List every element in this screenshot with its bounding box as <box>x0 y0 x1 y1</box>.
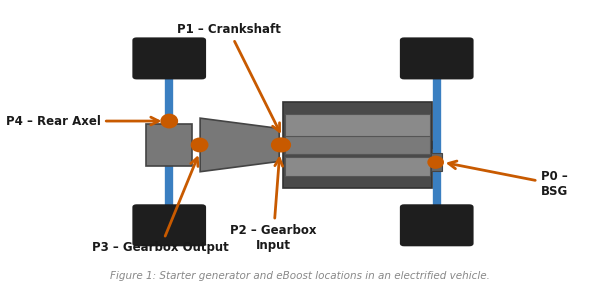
Ellipse shape <box>427 156 444 169</box>
Text: Figure 1: Starter generator and eBoost locations in an electrified vehicle.: Figure 1: Starter generator and eBoost l… <box>110 270 490 280</box>
FancyBboxPatch shape <box>146 124 193 166</box>
FancyBboxPatch shape <box>133 37 206 79</box>
Ellipse shape <box>273 138 291 152</box>
Text: P0 –
BSG: P0 – BSG <box>449 161 568 198</box>
Text: P1 – Crankshaft: P1 – Crankshaft <box>177 23 281 131</box>
FancyBboxPatch shape <box>133 204 206 246</box>
FancyBboxPatch shape <box>285 114 430 137</box>
Ellipse shape <box>271 138 289 152</box>
Text: P2 – Gearbox
Input: P2 – Gearbox Input <box>230 158 317 252</box>
Ellipse shape <box>160 113 178 128</box>
FancyBboxPatch shape <box>283 102 432 188</box>
Text: P3 – Gearbox Output: P3 – Gearbox Output <box>92 158 229 254</box>
FancyBboxPatch shape <box>400 204 473 246</box>
Polygon shape <box>200 118 279 172</box>
FancyBboxPatch shape <box>285 136 430 154</box>
FancyBboxPatch shape <box>431 153 442 171</box>
FancyBboxPatch shape <box>285 157 430 176</box>
Ellipse shape <box>191 138 208 152</box>
Text: P4 – Rear Axel: P4 – Rear Axel <box>6 115 158 128</box>
FancyBboxPatch shape <box>400 37 473 79</box>
